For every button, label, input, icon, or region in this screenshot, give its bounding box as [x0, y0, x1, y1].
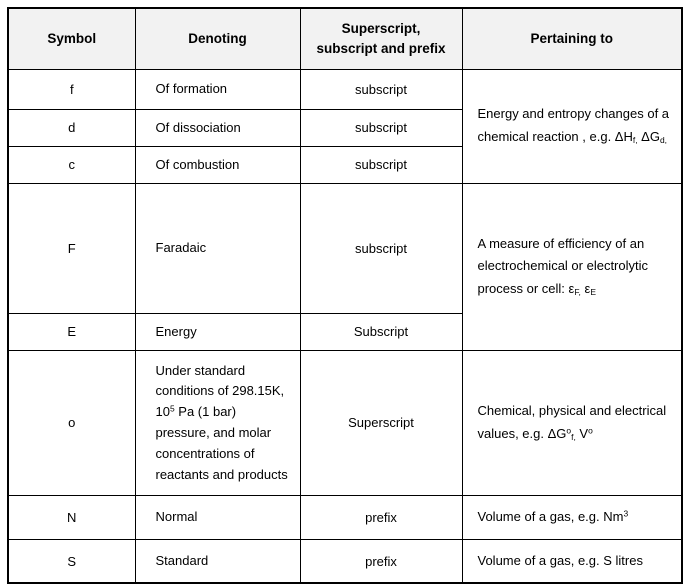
- pertaining-cell-volume-standard: Volume of a gas, e.g. S litres: [461, 538, 683, 584]
- symbol-cell: c: [7, 145, 136, 184]
- table-row-N: N Normal prefix Volume of a gas, e.g. Nm…: [7, 494, 683, 540]
- denoting-cell: Standard: [134, 538, 301, 584]
- column-header-denoting: Denoting: [134, 7, 301, 70]
- pertaining-cell-energy-entropy: Energy and entropy changes of a chemical…: [461, 68, 683, 184]
- script-type-cell: subscript: [299, 108, 463, 147]
- header-row: Symbol Denoting Superscript, subscript a…: [7, 7, 683, 70]
- denoting-cell: Under standard conditions of 298.15K, 10…: [134, 349, 301, 496]
- denoting-cell: Of formation: [134, 68, 301, 110]
- table-row-d: d Of dissociation subscript: [7, 108, 682, 147]
- symbol-cell: o: [7, 349, 136, 496]
- script-type-cell: prefix: [299, 538, 463, 584]
- table-row-c: c Of combustion subscript: [7, 145, 682, 184]
- denoting-cell: Of combustion: [134, 145, 301, 184]
- table-row-o: o Under standard conditions of 298.15K, …: [7, 349, 683, 496]
- symbol-cell: F: [7, 182, 136, 314]
- column-header-pertaining-to: Pertaining to: [461, 7, 683, 70]
- table-row-S: S Standard prefix Volume of a gas, e.g. …: [7, 538, 683, 584]
- denoting-cell: Faradaic: [134, 182, 301, 314]
- script-type-cell: subscript: [299, 182, 463, 314]
- symbols-notation-table: Symbol Denoting Superscript, subscript a…: [7, 7, 683, 584]
- symbol-cell: d: [7, 108, 136, 147]
- symbol-cell: S: [7, 538, 136, 584]
- symbol-cell: f: [7, 68, 136, 110]
- script-type-cell: subscript: [299, 145, 463, 184]
- table-row-E: E Energy Subscript: [7, 312, 682, 351]
- pertaining-cell-volume-normal: Volume of a gas, e.g. Nm3: [461, 494, 683, 540]
- symbol-cell: N: [7, 494, 136, 540]
- script-type-cell: Subscript: [299, 312, 463, 351]
- script-type-cell: Superscript: [299, 349, 463, 496]
- table-row-f: f Of formation subscript Energy and entr…: [7, 68, 683, 184]
- column-header-symbol: Symbol: [7, 7, 136, 70]
- script-type-cell: prefix: [299, 494, 463, 540]
- table-row-F: F Faradaic subscript A measure of effici…: [7, 182, 683, 351]
- denoting-cell: Of dissociation: [134, 108, 301, 147]
- denoting-cell: Energy: [134, 312, 301, 351]
- symbol-cell: E: [7, 312, 136, 351]
- pertaining-cell-standard-values: Chemical, physical and electrical values…: [461, 349, 683, 496]
- denoting-cell: Normal: [134, 494, 301, 540]
- script-type-cell: subscript: [299, 68, 463, 110]
- pertaining-cell-efficiency: A measure of efficiency of an electroche…: [461, 182, 683, 351]
- column-header-script-type: Superscript, subscript and prefix: [299, 7, 463, 70]
